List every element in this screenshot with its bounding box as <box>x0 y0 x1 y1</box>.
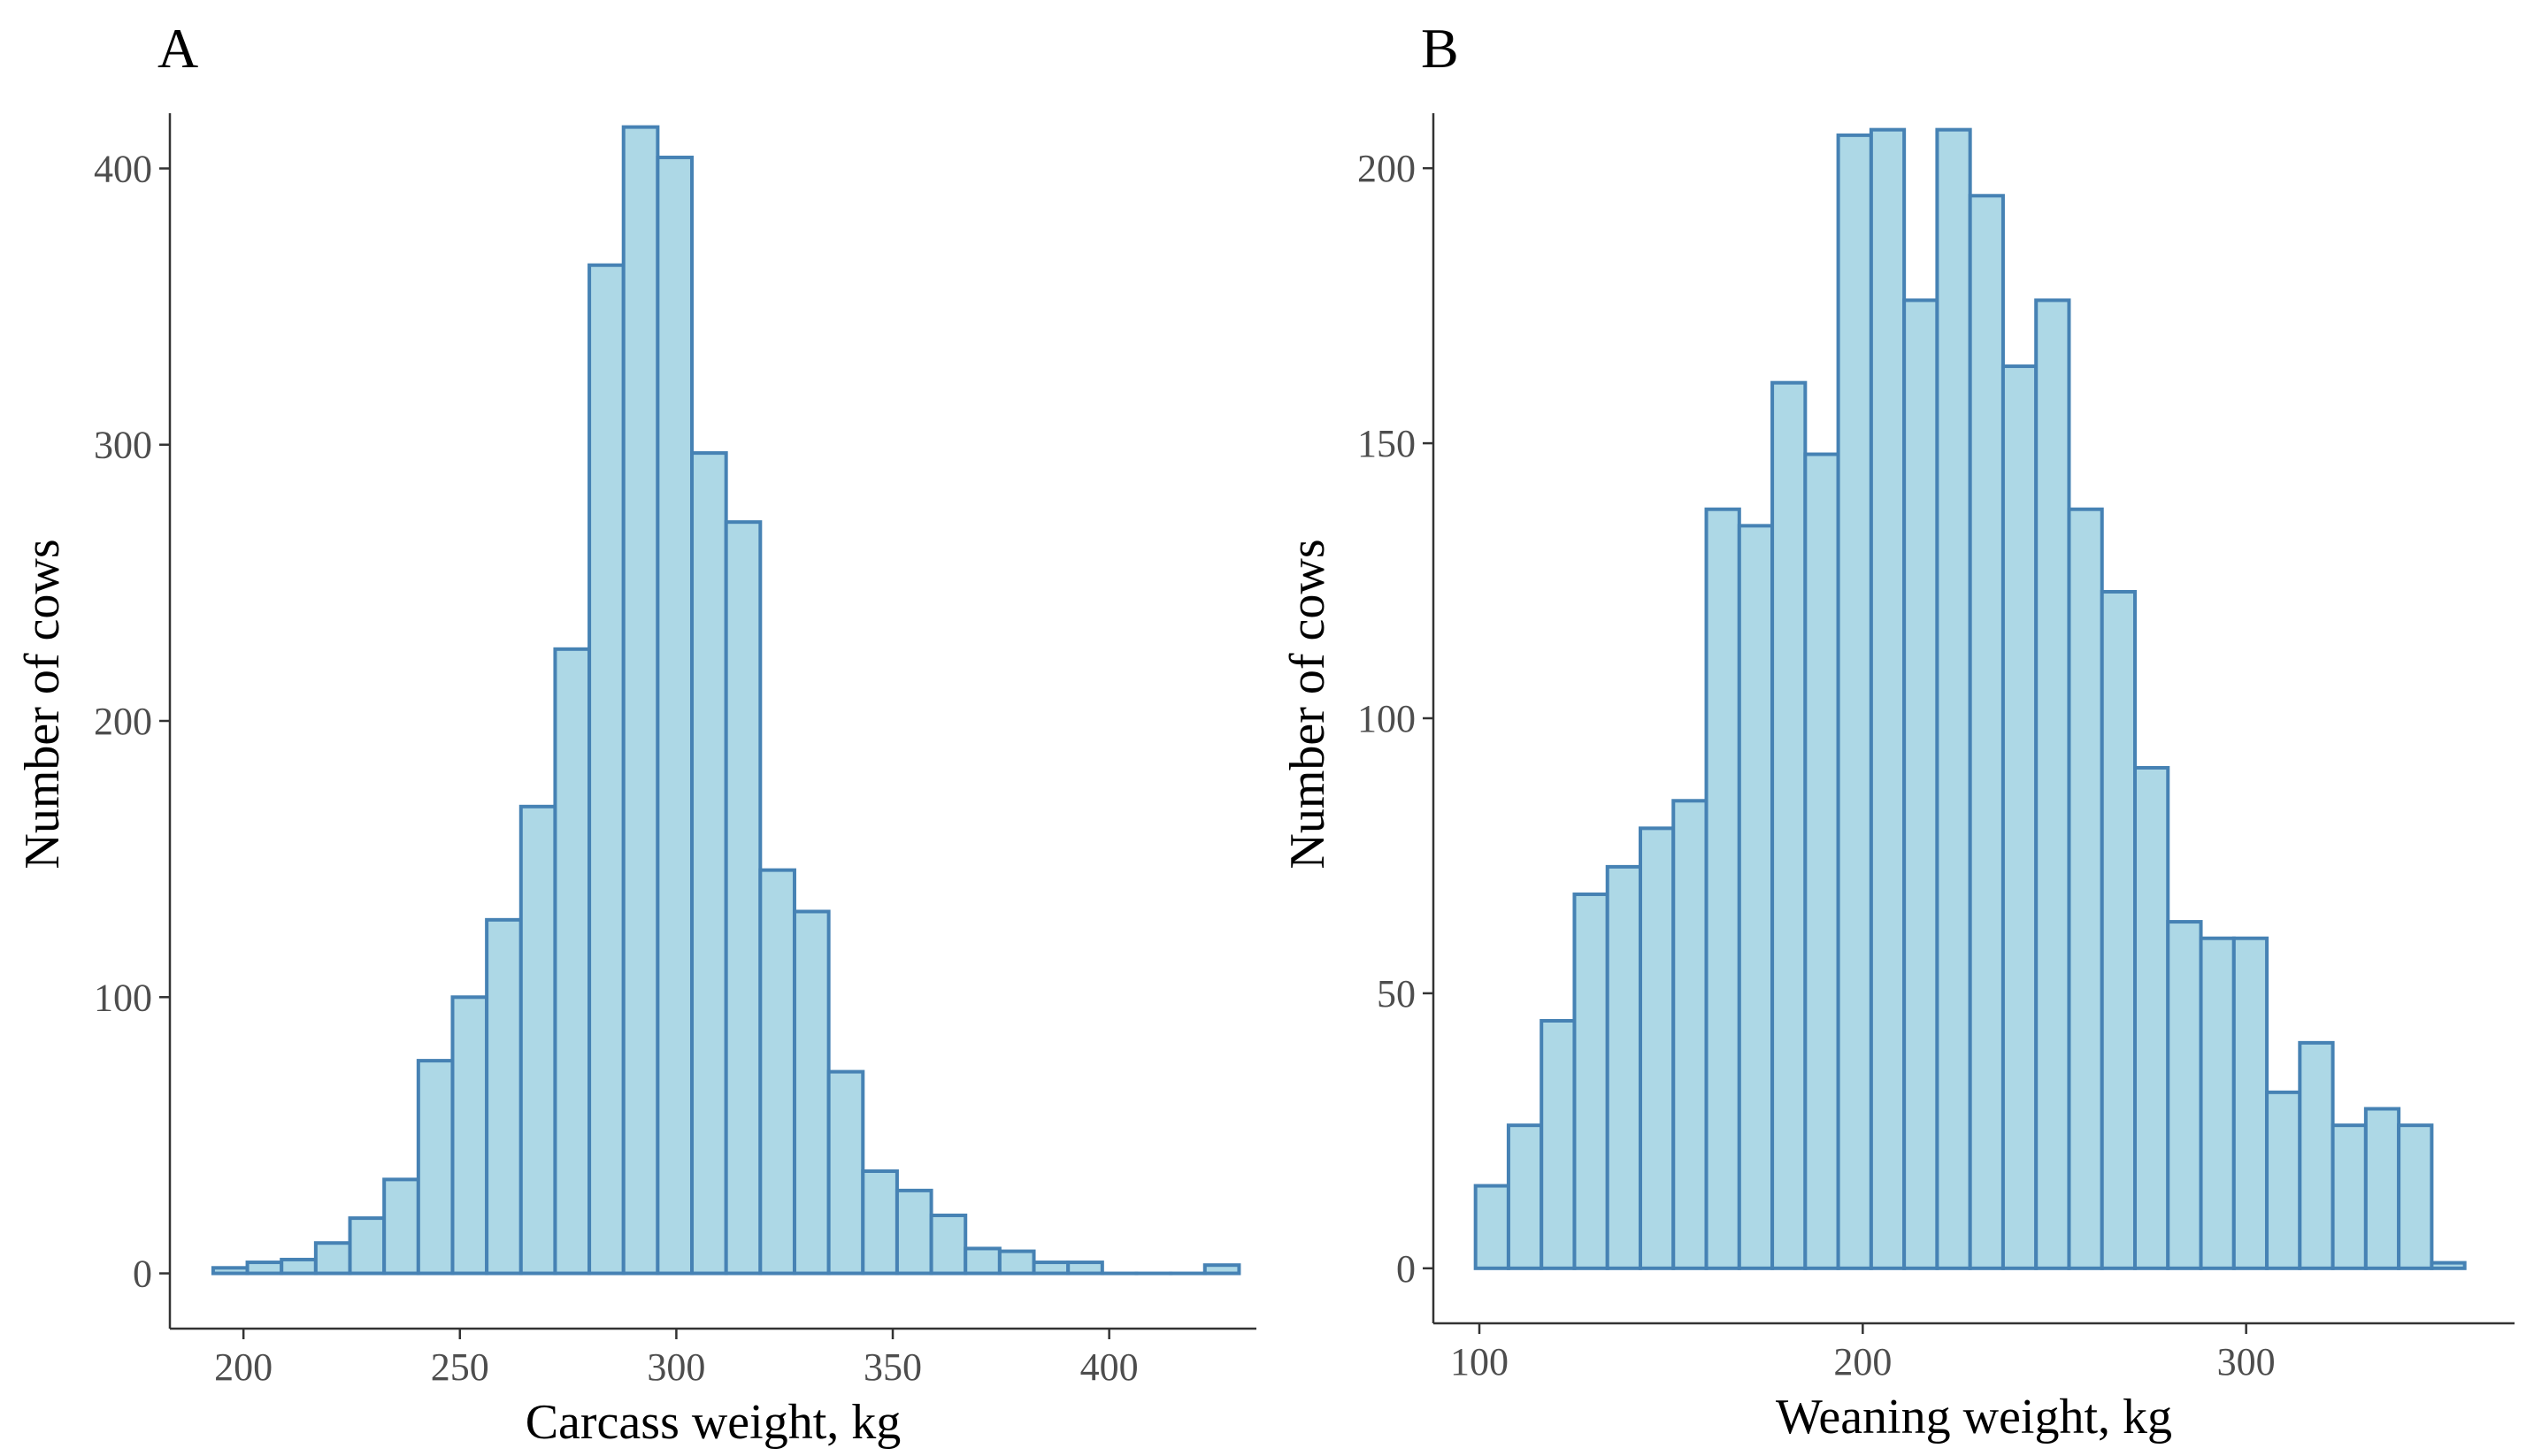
panel-b-bar <box>1836 133 1873 1270</box>
panel-a-bar <box>964 1246 1002 1276</box>
panel-a-x-ticks: 200 250 300 350 400 <box>214 1329 1139 1389</box>
panel-a-bar <box>485 917 523 1276</box>
panel-b-y-axis-title: Number of cows <box>1280 539 1335 869</box>
panel-b-bar <box>2331 1123 2368 1270</box>
panel-a-y-axis-title: Number of cows <box>15 539 70 869</box>
panel-b-bar <box>1605 864 1642 1270</box>
panel-a-bar <box>621 125 660 1276</box>
panel-b-bar <box>1506 1123 1544 1270</box>
panel-a-bars <box>211 125 1241 1276</box>
panel-a-bar <box>997 1249 1036 1276</box>
panel-b-bars <box>1473 127 2467 1270</box>
panel-a-bar <box>895 1188 933 1276</box>
panel-b-bar <box>1770 380 1808 1270</box>
panel-a-y-ticks: 0 100 200 300 400 <box>94 147 170 1296</box>
panel-b-bar <box>2265 1090 2302 1270</box>
panel-b-label: B <box>1421 17 1459 80</box>
panel-a-bar <box>792 909 831 1276</box>
panel-a-bar <box>861 1169 899 1276</box>
panel-b-weaning-histogram: B 0 50 100 150 200 100 200 300 Weaning weight,… <box>1280 17 2515 1445</box>
panel-b-bar <box>1704 507 1741 1270</box>
panel-a-y-tick-label: 300 <box>94 424 152 467</box>
panel-a-bar <box>280 1257 318 1276</box>
panel-b-bar <box>1803 452 1840 1270</box>
panel-a-x-tick-label: 250 <box>431 1345 489 1389</box>
panel-b-y-tick-label: 200 <box>1357 147 1416 190</box>
panel-b-bar <box>1671 799 1709 1270</box>
panel-b-bar <box>2430 1261 2467 1270</box>
panel-b-x-tick-label: 300 <box>2217 1340 2276 1383</box>
panel-b-bar <box>2397 1123 2434 1270</box>
panel-b-bar <box>1902 298 1939 1270</box>
panel-b-bar <box>2199 936 2236 1270</box>
panel-b-bar <box>1968 194 2005 1270</box>
panel-a-y-tick-label: 0 <box>133 1253 152 1296</box>
panel-b-y-tick-label: 0 <box>1396 1247 1416 1291</box>
panel-a-bar <box>211 1266 250 1276</box>
panel-a-bar <box>348 1216 387 1276</box>
panel-a-bar <box>587 263 626 1276</box>
panel-a-label: A <box>157 17 198 80</box>
panel-a-bar <box>553 647 592 1276</box>
panel-b-bar <box>2100 589 2137 1270</box>
panel-a-y-tick-label: 200 <box>94 700 152 743</box>
panel-b-bar <box>2166 920 2203 1270</box>
panel-b-x-tick-label: 200 <box>1833 1340 1892 1383</box>
panel-b-y-ticks: 0 50 100 150 200 <box>1357 147 1433 1291</box>
panel-a-y-tick-label: 100 <box>94 976 152 1019</box>
panel-a-bar <box>690 451 728 1276</box>
panel-a-bar <box>1066 1261 1104 1276</box>
panel-b-bar <box>1473 1184 1510 1270</box>
panel-a-bar <box>518 804 557 1276</box>
panel-a-x-tick-label: 400 <box>1080 1345 1139 1389</box>
panel-a-bar <box>450 995 489 1276</box>
panel-b-bar <box>1935 127 1972 1270</box>
panel-a-bar <box>1202 1263 1241 1276</box>
panel-b-y-tick-label: 50 <box>1377 972 1416 1015</box>
panel-a-x-tick-label: 200 <box>214 1345 273 1389</box>
panel-a-x-tick-label: 350 <box>864 1345 922 1389</box>
panel-a-bar <box>1032 1261 1071 1276</box>
panel-a-bar <box>758 868 796 1276</box>
panel-b-bar <box>1572 892 1609 1270</box>
panel-b-bar <box>2363 1107 2401 1270</box>
panel-b-bar <box>2231 936 2269 1270</box>
panel-a-bar <box>416 1059 455 1276</box>
panel-b-bar <box>2298 1040 2335 1270</box>
panel-b-y-tick-label: 100 <box>1357 697 1416 740</box>
panel-a-y-tick-label: 400 <box>94 147 152 190</box>
panel-b-bar <box>2133 765 2170 1270</box>
panel-a-bar <box>656 155 695 1276</box>
panel-b-x-axis-title: Weaning weight, kg <box>1776 1390 2172 1445</box>
panel-b-y-tick-label: 150 <box>1357 422 1416 465</box>
panel-a-bar <box>313 1241 352 1276</box>
panel-a-bar <box>724 520 763 1276</box>
panel-b-bar <box>2000 364 2039 1270</box>
panel-b-x-ticks: 100 200 300 <box>1450 1323 2276 1383</box>
panel-b-x-tick-label: 100 <box>1450 1340 1509 1383</box>
panel-a-bar <box>245 1261 284 1276</box>
panel-b-bar <box>1639 826 1676 1270</box>
panel-a-carcass-histogram: A 0 100 200 300 400 200 250 300 350 400 Carcass … <box>15 17 1256 1450</box>
panel-a-bar <box>929 1213 968 1276</box>
panel-a-bar <box>826 1069 865 1276</box>
panel-b-bar <box>2034 298 2071 1270</box>
panel-b-bar <box>1540 1019 1577 1270</box>
panel-b-bar <box>1869 127 1907 1270</box>
panel-a-x-tick-label: 300 <box>647 1345 705 1389</box>
panel-a-x-axis-title: Carcass weight, kg <box>526 1395 902 1450</box>
panel-b-bar <box>2067 507 2104 1270</box>
panel-a-bar <box>382 1177 420 1276</box>
panel-b-bar <box>1737 524 1775 1270</box>
